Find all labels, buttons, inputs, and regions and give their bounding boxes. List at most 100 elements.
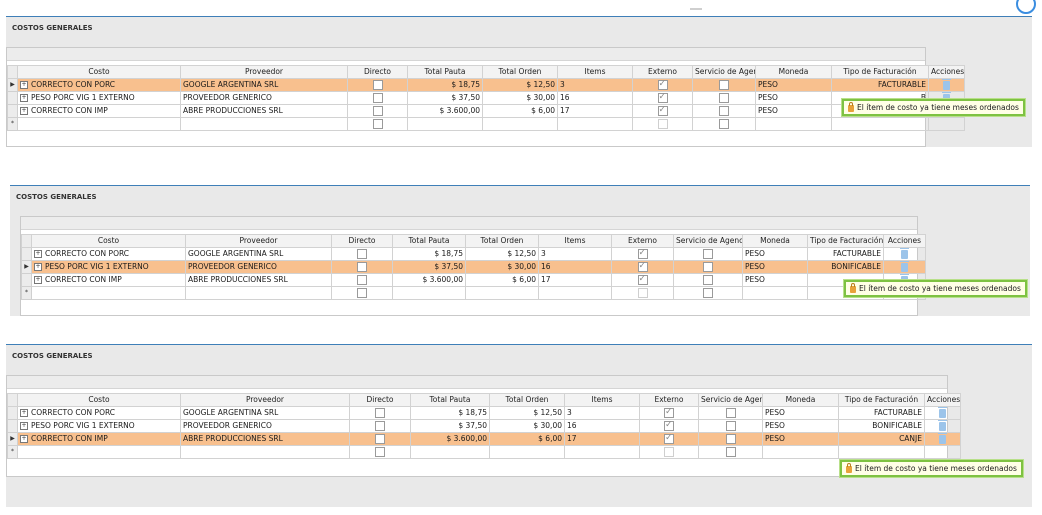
cell-items[interactable]: 17 — [557, 104, 633, 118]
expand-icon[interactable]: + — [34, 276, 42, 284]
cell-moneda[interactable]: PESO — [762, 419, 839, 433]
checkbox[interactable] — [657, 93, 668, 103]
checkbox[interactable] — [703, 275, 713, 285]
column-header-externo[interactable]: Externo — [632, 65, 693, 79]
checkbox[interactable] — [703, 249, 713, 259]
checkbox[interactable] — [357, 288, 367, 298]
cell-items[interactable]: 16 — [564, 419, 640, 433]
column-header-total-pauta[interactable]: Total Pauta — [410, 393, 490, 407]
new-row-cell[interactable] — [31, 286, 186, 300]
new-row-indicator[interactable]: * — [7, 445, 18, 459]
cell-total-pauta[interactable]: $ 3.600,00 — [407, 104, 483, 118]
table-row[interactable]: + CORRECTO CON PORC GOOGLE ARGENTINA SRL $ … — [7, 406, 961, 420]
trash-icon[interactable] — [943, 80, 950, 90]
trash-icon[interactable] — [943, 93, 950, 103]
new-row-indicator[interactable]: * — [7, 117, 18, 131]
row-indicator[interactable] — [7, 104, 18, 118]
cell-directo[interactable] — [347, 78, 408, 92]
checkbox[interactable] — [719, 93, 729, 103]
trash-icon[interactable] — [901, 262, 908, 272]
checkbox[interactable] — [372, 80, 383, 90]
cell-moneda[interactable]: PESO — [755, 91, 832, 105]
new-row-checkbox-cell[interactable] — [673, 286, 743, 300]
column-header-acciones[interactable]: Acciones — [883, 234, 926, 248]
trash-icon[interactable] — [939, 408, 946, 418]
checkbox[interactable] — [664, 434, 674, 444]
column-header-costo[interactable]: Costo — [17, 393, 181, 407]
column-header-items[interactable]: Items — [557, 65, 633, 79]
column-header-proveedor[interactable]: Proveedor — [185, 234, 332, 248]
cell-moneda[interactable]: PESO — [762, 432, 839, 446]
table-row[interactable]: + PESO PORC VIG 1 EXTERNO PROVEEDOR GENERI… — [7, 91, 965, 105]
column-header-moneda[interactable]: Moneda — [755, 65, 832, 79]
checkbox[interactable] — [637, 249, 648, 259]
new-row-cell[interactable] — [185, 286, 332, 300]
column-header-total-orden[interactable]: Total Orden — [489, 393, 565, 407]
cell-servicio-agencia[interactable] — [673, 247, 743, 261]
row-indicator[interactable] — [7, 419, 18, 433]
new-row-checkbox-cell[interactable] — [349, 445, 411, 459]
cell-servicio-agencia[interactable] — [698, 419, 763, 433]
cell-externo[interactable] — [632, 91, 693, 105]
cell-proveedor[interactable]: GOOGLE ARGENTINA SRL — [185, 247, 332, 261]
cell-total-orden[interactable]: $ 6,00 — [489, 432, 565, 446]
new-row-cell[interactable] — [392, 286, 466, 300]
new-row-checkbox-cell[interactable] — [698, 445, 763, 459]
column-header-proveedor[interactable]: Proveedor — [180, 393, 350, 407]
cell-total-orden[interactable]: $ 12,50 — [482, 78, 558, 92]
cell-costo[interactable]: + CORRECTO CON PORC — [17, 406, 181, 420]
table-row[interactable]: + CORRECTO CON IMP ABRE PRODUCCIONES SRL $ … — [7, 104, 965, 118]
new-row-cell[interactable] — [17, 117, 181, 131]
trash-icon[interactable] — [939, 434, 946, 444]
checkbox[interactable] — [372, 119, 383, 129]
new-row-cell[interactable] — [838, 445, 925, 459]
expand-icon[interactable]: + — [20, 81, 28, 89]
checkbox[interactable] — [375, 447, 385, 457]
column-header-total-pauta[interactable]: Total Pauta — [392, 234, 466, 248]
cell-proveedor[interactable]: PROVEEDOR GENERICO — [185, 260, 332, 274]
cell-directo[interactable] — [331, 247, 393, 261]
new-row-cell[interactable] — [557, 117, 633, 131]
new-row[interactable]: * — [7, 117, 965, 131]
cell-moneda[interactable]: PESO — [742, 247, 808, 261]
column-header-servicio[interactable]: Servicio de Agencia — [673, 234, 743, 248]
cell-costo[interactable]: + PESO PORC VIG 1 EXTERNO — [17, 91, 181, 105]
cell-proveedor[interactable]: ABRE PRODUCCIONES SRL — [180, 104, 348, 118]
new-row-indicator[interactable]: * — [21, 286, 32, 300]
cell-tipo-facturacion[interactable]: FACTURABLE — [807, 247, 884, 261]
new-row-cell[interactable] — [489, 445, 565, 459]
column-header-total-orden[interactable]: Total Orden — [482, 65, 558, 79]
new-row-checkbox-cell[interactable] — [611, 286, 674, 300]
expand-icon[interactable]: + — [20, 409, 28, 417]
cell-servicio-agencia[interactable] — [673, 260, 743, 274]
checkbox[interactable] — [725, 408, 736, 418]
cell-tipo-facturacion[interactable]: CANJE — [838, 432, 925, 446]
cell-directo[interactable] — [347, 104, 408, 118]
table-row[interactable]: + CORRECTO CON IMP ABRE PRODUCCIONES SRL $ … — [21, 273, 926, 287]
cell-items[interactable]: 17 — [538, 273, 612, 287]
new-row-checkbox-cell[interactable] — [632, 117, 693, 131]
cell-moneda[interactable]: PESO — [755, 78, 832, 92]
cell-moneda[interactable]: PESO — [762, 406, 839, 420]
checkbox[interactable] — [375, 421, 385, 431]
expand-icon[interactable]: + — [20, 435, 28, 443]
cell-acciones[interactable] — [883, 247, 926, 261]
cell-costo[interactable]: + PESO PORC VIG 1 EXTERNO — [31, 260, 186, 274]
new-row-checkbox-cell[interactable] — [331, 286, 393, 300]
expand-icon[interactable]: + — [20, 422, 28, 430]
cell-externo[interactable] — [632, 78, 693, 92]
cell-acciones[interactable] — [924, 406, 961, 420]
new-row-cell[interactable] — [762, 445, 839, 459]
cell-externo[interactable] — [632, 104, 693, 118]
row-indicator[interactable] — [7, 406, 18, 420]
new-row-cell[interactable] — [924, 445, 961, 459]
column-header-directo[interactable]: Directo — [349, 393, 411, 407]
checkbox[interactable] — [637, 275, 648, 285]
cell-costo[interactable]: + CORRECTO CON IMP — [17, 432, 181, 446]
column-header-acciones[interactable]: Acciones — [928, 65, 965, 79]
new-row-checkbox-cell[interactable] — [639, 445, 699, 459]
cell-costo[interactable]: + PESO PORC VIG 1 EXTERNO — [17, 419, 181, 433]
cell-acciones[interactable] — [883, 260, 926, 274]
trash-icon[interactable] — [901, 249, 908, 259]
new-row[interactable]: * — [7, 445, 961, 459]
